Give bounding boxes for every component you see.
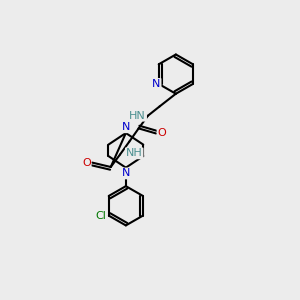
Text: O: O xyxy=(158,128,166,139)
Text: Cl: Cl xyxy=(96,211,107,220)
Text: N: N xyxy=(122,122,130,132)
Text: HN: HN xyxy=(129,111,146,121)
Text: N: N xyxy=(122,168,130,178)
Text: O: O xyxy=(82,158,91,168)
Text: N: N xyxy=(152,79,160,89)
Text: NH: NH xyxy=(126,148,142,158)
